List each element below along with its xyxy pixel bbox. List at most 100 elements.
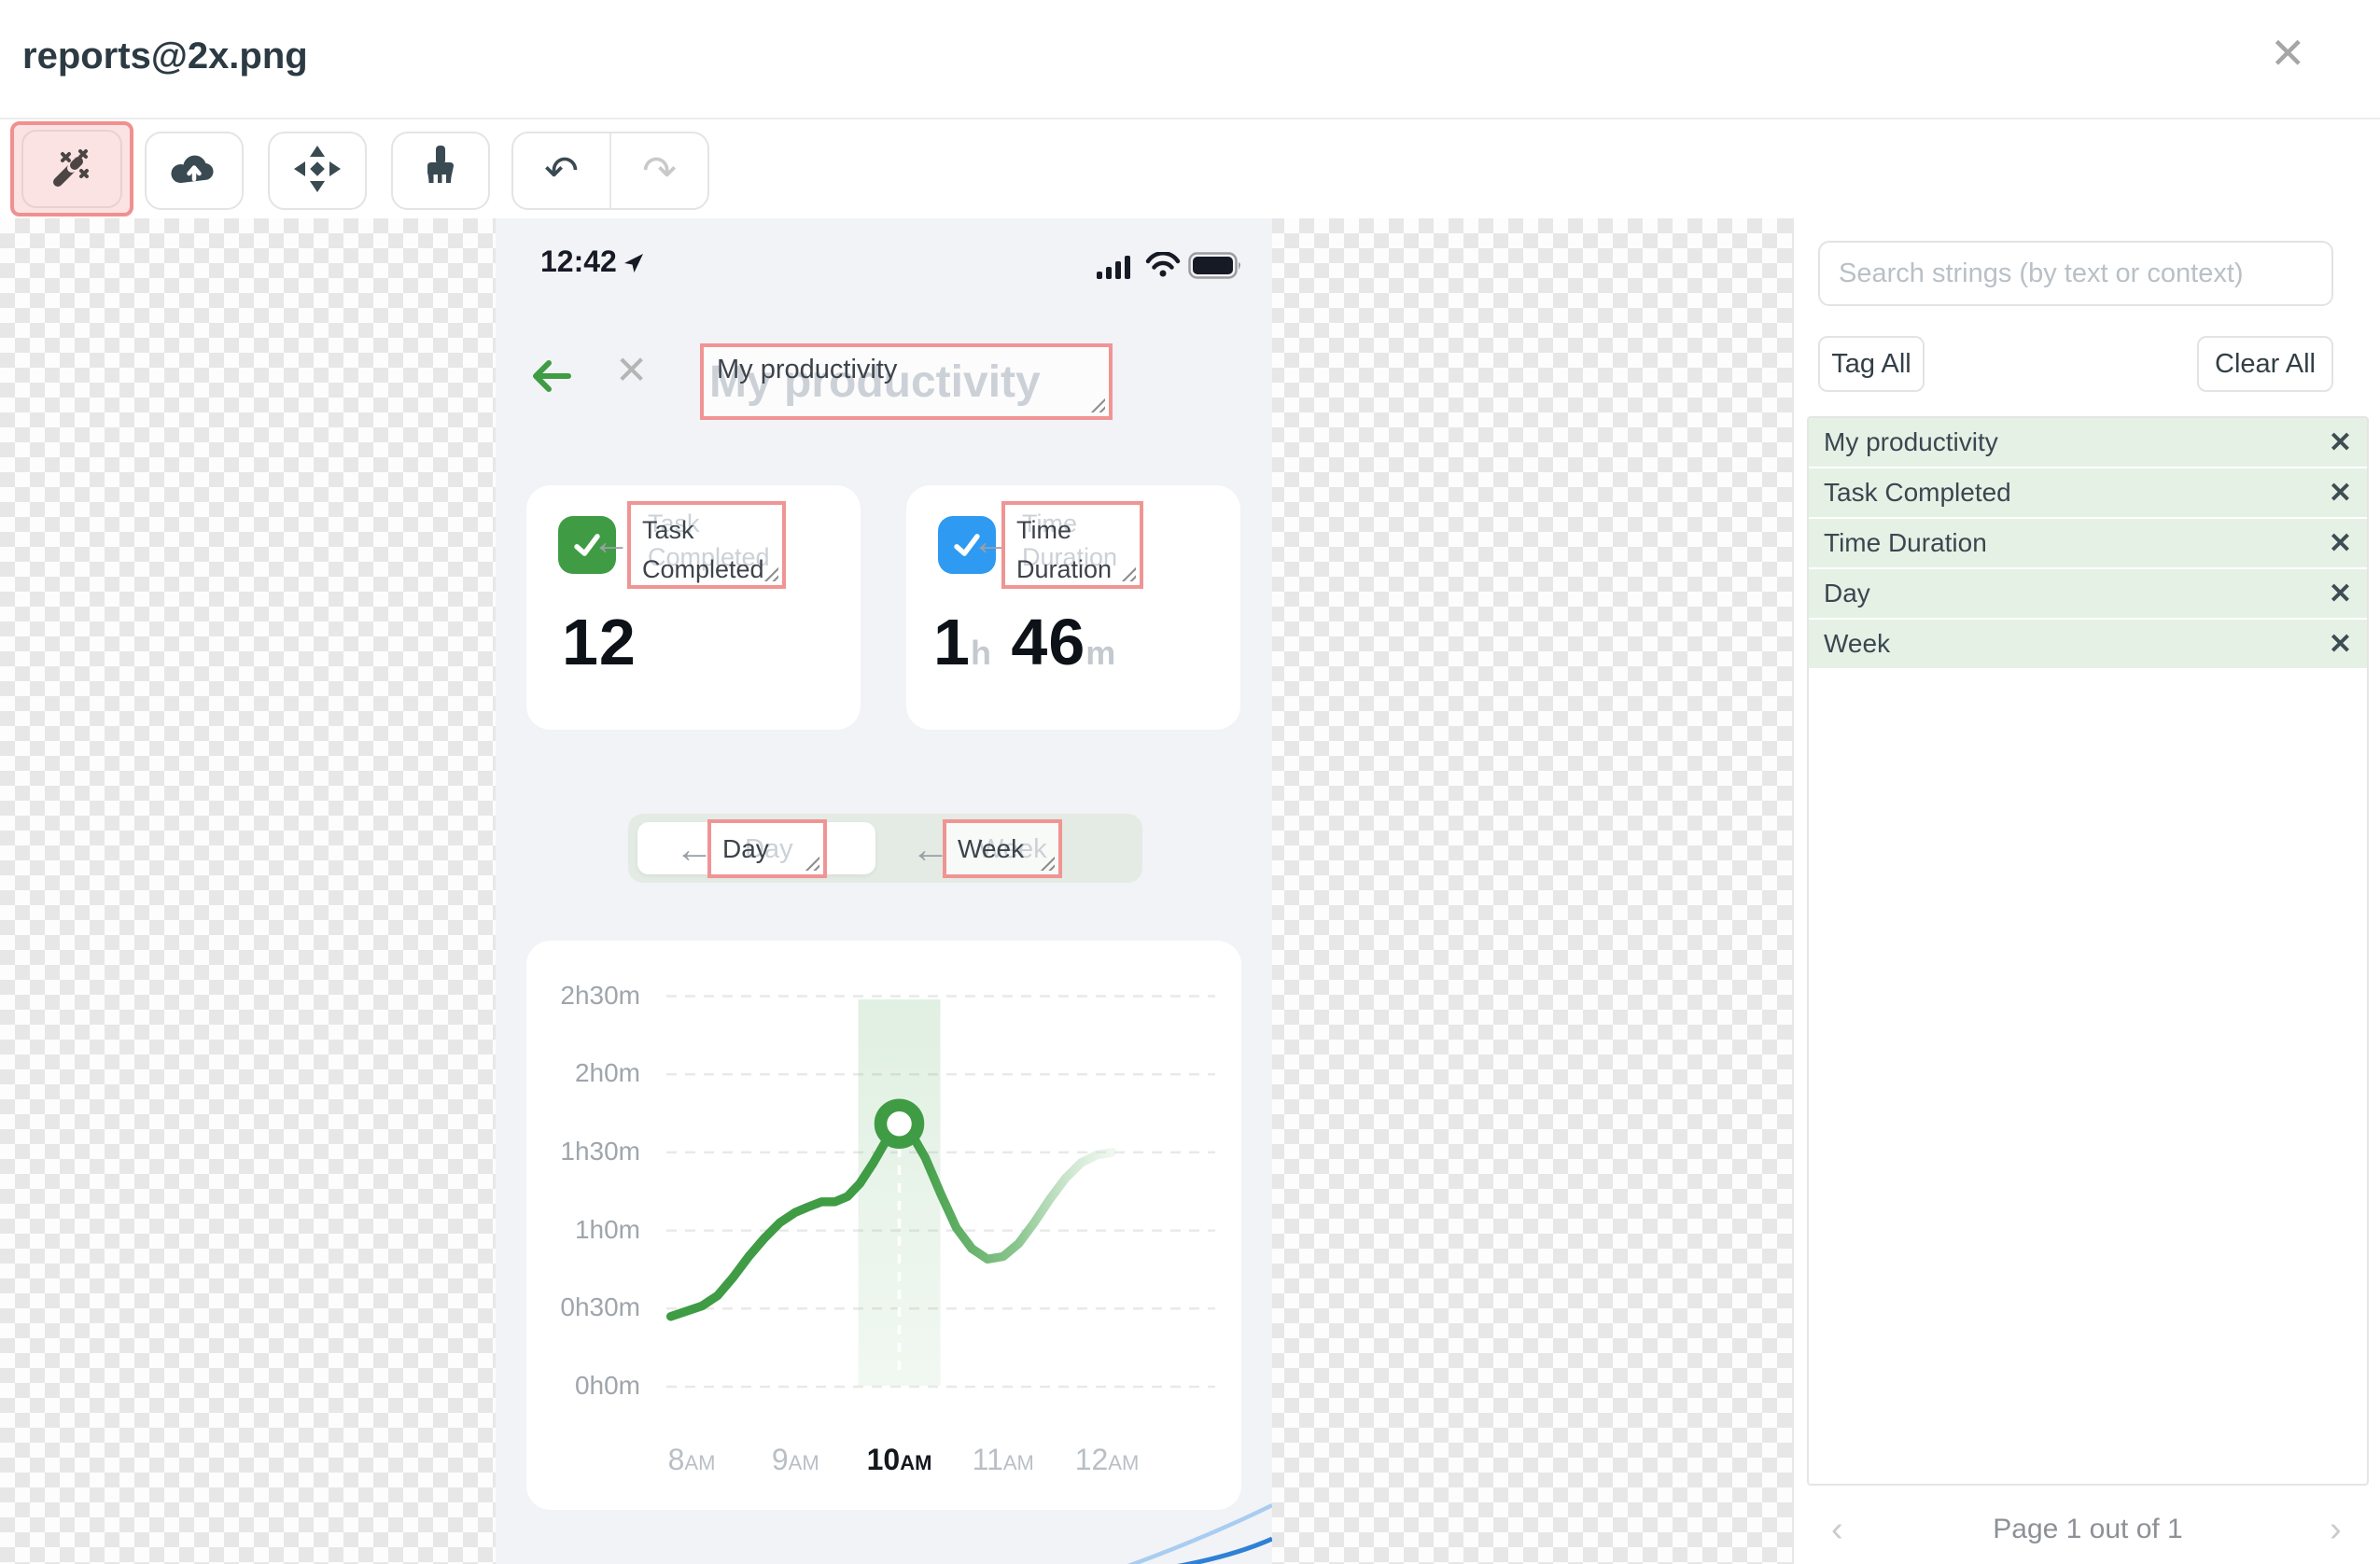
time-check-icon [938, 516, 996, 574]
gridlines [666, 995, 1215, 1389]
string-text: Day [1824, 579, 1870, 607]
hours-value: 1 [933, 606, 971, 678]
window-title: reports@2x.png [22, 35, 308, 77]
phone-screenshot: 12:42 [496, 218, 1272, 1564]
move-button[interactable] [268, 132, 367, 210]
remove-string-icon[interactable]: ✕ [2328, 477, 2352, 509]
tag-label: Week [958, 834, 1025, 863]
y-axis-tick-label: 2h30m [560, 980, 640, 1010]
pagination: ‹ Page 1 out of 1 › [1794, 1508, 2380, 1555]
toolbar: ↶ ↷ Filter strings: /productivity.csv ▾ … [0, 119, 2380, 331]
strings-side-panel: Tag All Clear All My productivity ✕ Task… [1792, 218, 2380, 1564]
string-text: Task Completed [1824, 478, 2011, 507]
decorative-wave-lines [1018, 1501, 1272, 1564]
y-axis-tick-label: 1h0m [574, 1214, 640, 1244]
y-axis-labels: 0h0m 0h30m 1h0m 1h30m 2h0m 2h30m [526, 941, 640, 1510]
x-axis-tick-label: 11AM [972, 1443, 1034, 1476]
tag-label: Time Duration [1016, 516, 1113, 583]
tag-leader-arrow-icon: ← [592, 519, 631, 563]
minutes-value: 46 [1011, 606, 1086, 678]
remove-string-icon[interactable]: ✕ [2328, 628, 2352, 660]
ghost-toggle-label: Day [745, 834, 793, 864]
resize-handle[interactable] [1121, 566, 1136, 581]
y-axis-tick-label: 0h0m [574, 1371, 640, 1400]
ghost-card-label: Time Duration [1022, 510, 1118, 571]
x-axis-tick-label: 8AM [667, 1443, 716, 1476]
strings-list: My productivity ✕ Task Completed ✕ Time … [1807, 416, 2369, 1486]
y-axis-tick-label: 0h30m [560, 1292, 640, 1322]
y-axis-tick-label: 1h30m [560, 1136, 640, 1166]
undo-redo-group: ↶ ↷ [511, 132, 709, 210]
close-icon[interactable]: ✕ [2270, 29, 2306, 77]
line-chart [665, 995, 1215, 1389]
search-input[interactable] [1820, 243, 2331, 304]
string-text: Time Duration [1824, 528, 1987, 557]
string-row[interactable]: Day ✕ [1809, 569, 2367, 618]
time-duration-card: ← Time Duration Time Duration 1h 46m [906, 485, 1240, 730]
tag-all-button[interactable]: Tag All [1818, 336, 1925, 392]
string-text: My productivity [1824, 427, 1998, 456]
minutes-unit: m [1085, 634, 1117, 672]
tag-box-week[interactable]: Week Week [943, 819, 1062, 878]
upload-button[interactable] [145, 132, 244, 210]
tag-label: My productivity [717, 355, 898, 384]
string-row[interactable]: Time Duration ✕ [1809, 519, 2367, 567]
magic-wand-icon [48, 143, 96, 196]
y-axis-tick-label: 2h0m [574, 1058, 640, 1088]
hours-unit: h [970, 634, 992, 672]
location-arrow-icon [623, 252, 645, 279]
move-arrows-icon [293, 145, 342, 198]
redo-button[interactable]: ↷ [609, 133, 707, 208]
status-bar-time: 12:42 [540, 244, 617, 278]
x-axis-tick-label: 9AM [771, 1443, 819, 1476]
remove-string-icon[interactable]: ✕ [2328, 527, 2352, 559]
tasks-completed-value: 12 [562, 606, 637, 678]
ghost-screen-title: My productivity [709, 357, 1041, 407]
clear-all-button[interactable]: Clear All [2197, 336, 2333, 392]
redo-icon: ↷ [642, 147, 677, 194]
battery-icon [1188, 252, 1244, 285]
resize-handle[interactable] [1090, 398, 1105, 412]
remove-string-icon[interactable]: ✕ [2328, 578, 2352, 609]
page-previous-icon[interactable]: ‹ [1831, 1510, 1843, 1549]
cloud-upload-icon [168, 149, 220, 193]
window-header: reports@2x.png ✕ [0, 0, 2380, 119]
wifi-icon [1145, 251, 1181, 283]
task-completed-card: ← Task Completed Task Completed 12 [526, 485, 861, 730]
time-duration-value: 1h 46m [933, 605, 1116, 679]
ghost-toggle-label: Week [978, 834, 1047, 864]
search-box [1818, 241, 2333, 306]
cellular-signal-icon [1097, 254, 1134, 285]
productivity-chart-card: 0h0m 0h30m 1h0m 1h30m 2h0m 2h30m [526, 941, 1241, 1510]
x-axis-tick-label: 10AM [866, 1443, 932, 1476]
ghost-card-label: Task Completed [648, 510, 770, 571]
editor-canvas: 12:42 [0, 218, 1792, 1564]
page-indicator: Page 1 out of 1 [1993, 1514, 2183, 1544]
tag-label: Day [722, 834, 769, 863]
remove-string-icon[interactable]: ✕ [2328, 426, 2352, 458]
tag-box-task-completed[interactable]: Task Completed Task Completed [627, 501, 786, 589]
data-point-marker [874, 1098, 925, 1149]
string-row[interactable]: Week ✕ [1809, 620, 2367, 668]
undo-icon: ↶ [544, 147, 579, 194]
day-week-toggle: ← Day Day ← Week Week [628, 814, 1142, 883]
magic-wand-button-highlight[interactable] [10, 121, 133, 216]
string-row[interactable]: My productivity ✕ [1809, 418, 2367, 467]
tag-box-time-duration[interactable]: Time Duration Time Duration [1001, 501, 1143, 589]
page-next-icon[interactable]: › [2330, 1510, 2342, 1549]
tag-label: Task Completed [642, 516, 764, 583]
task-check-icon [558, 516, 616, 574]
back-arrow-icon [529, 356, 574, 400]
brush-button[interactable] [391, 132, 490, 210]
undo-button[interactable]: ↶ [513, 133, 609, 208]
magic-wand-button[interactable] [21, 130, 122, 208]
x-axis-tick-label: 12AM [1074, 1443, 1140, 1476]
resize-handle[interactable] [805, 856, 819, 871]
tag-box-day[interactable]: Day Day [707, 819, 827, 878]
brush-icon [419, 144, 462, 199]
tag-box-my-productivity[interactable]: My productivity My productivity [700, 343, 1113, 420]
string-row[interactable]: Task Completed ✕ [1809, 468, 2367, 517]
screen-close-icon: ✕ [615, 348, 649, 392]
string-text: Week [1824, 629, 1891, 658]
